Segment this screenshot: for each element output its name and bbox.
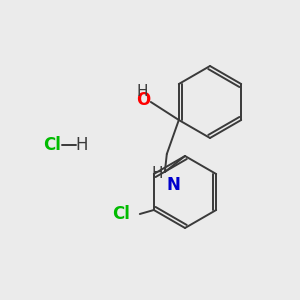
Text: H: H xyxy=(151,167,163,182)
Text: Cl: Cl xyxy=(43,136,61,154)
Text: H: H xyxy=(76,136,88,154)
Text: O: O xyxy=(136,91,151,109)
Text: H: H xyxy=(136,85,148,100)
Text: Cl: Cl xyxy=(112,205,130,223)
Text: N: N xyxy=(167,176,181,194)
